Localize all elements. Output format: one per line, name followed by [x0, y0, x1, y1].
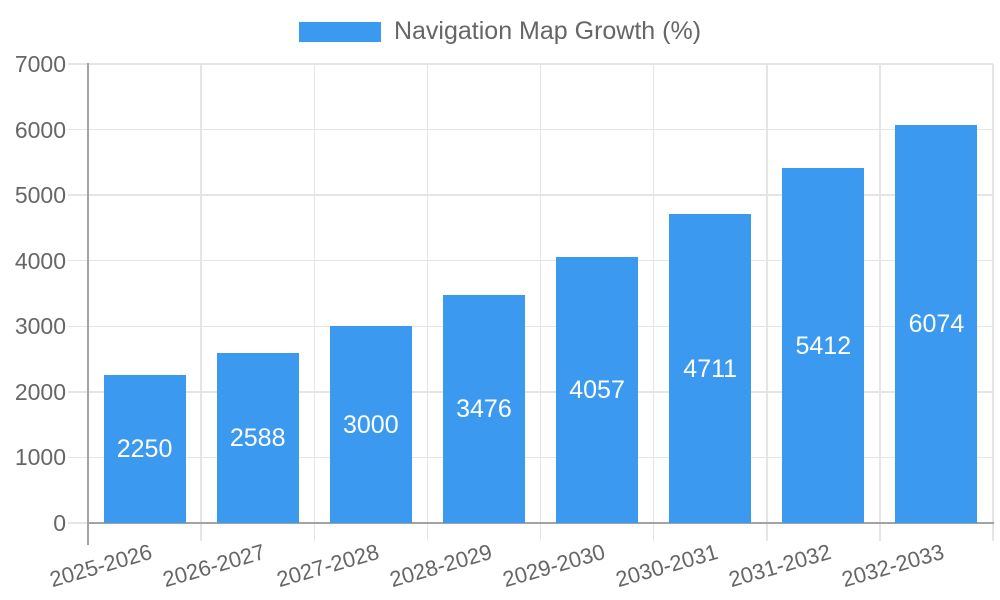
y-axis-tick-label: 5000 — [14, 182, 66, 209]
gridline-vertical — [200, 64, 202, 541]
bar-value-label: 3476 — [456, 395, 512, 424]
bar-value-label: 6074 — [908, 309, 965, 338]
bar-value-label: 5412 — [795, 331, 852, 360]
y-axis-tick-label: 6000 — [14, 116, 66, 143]
bar-value-label: 3000 — [343, 410, 399, 439]
bar — [103, 375, 186, 523]
bar-value-label: 4057 — [569, 375, 625, 404]
gridline-vertical — [879, 64, 881, 541]
gridline-horizontal — [68, 63, 993, 65]
y-axis-tick-label: 3000 — [14, 313, 66, 340]
bar-value-label: 2588 — [229, 424, 286, 453]
gridline-vertical — [426, 64, 429, 541]
gridline-vertical — [313, 64, 315, 541]
bar — [895, 124, 978, 523]
bar-value-label: 2250 — [116, 435, 173, 464]
y-axis-tick-label: 0 — [53, 510, 66, 536]
x-axis-tick-label: 2030-2031 — [612, 539, 721, 593]
gridline-horizontal — [68, 391, 993, 393]
x-axis-line — [87, 522, 994, 524]
x-axis-tick-label: 2031-2032 — [725, 539, 834, 593]
gridline-horizontal — [68, 194, 993, 196]
gridline-vertical — [992, 64, 994, 541]
legend[interactable]: Navigation Map Growth (%) — [0, 17, 1000, 46]
bar — [669, 214, 752, 523]
bar — [216, 353, 299, 523]
gridline-vertical — [766, 64, 768, 541]
x-axis-tick-label: 2028-2029 — [386, 539, 495, 593]
bar — [782, 168, 865, 523]
bar — [556, 256, 639, 523]
gridline-vertical — [539, 64, 542, 541]
x-axis-tick-label: 2027-2028 — [273, 539, 382, 593]
x-axis-tick-label: 2025-2026 — [47, 539, 156, 593]
gridline-vertical — [652, 64, 655, 541]
y-axis-tick-label: 1000 — [14, 444, 66, 471]
y-axis-tick-label: 4000 — [14, 247, 66, 274]
x-axis-tick-label: 2032-2033 — [839, 539, 948, 593]
bar — [442, 295, 525, 523]
gridline-horizontal — [68, 259, 993, 262]
legend-label: Navigation Map Growth (%) — [393, 17, 702, 45]
legend-swatch-icon — [298, 21, 381, 42]
x-axis-tick-label: 2029-2030 — [499, 539, 608, 593]
gridline-horizontal — [68, 128, 993, 131]
y-axis-line — [87, 63, 89, 545]
bar-value-label: 4711 — [683, 354, 738, 383]
y-axis-tick-label: 7000 — [14, 51, 66, 77]
gridline-horizontal — [68, 325, 993, 328]
gridline-horizontal — [68, 456, 993, 459]
y-axis-tick-label: 2000 — [14, 378, 66, 405]
x-axis-tick-label: 2026-2027 — [160, 539, 269, 593]
bar — [329, 326, 412, 523]
